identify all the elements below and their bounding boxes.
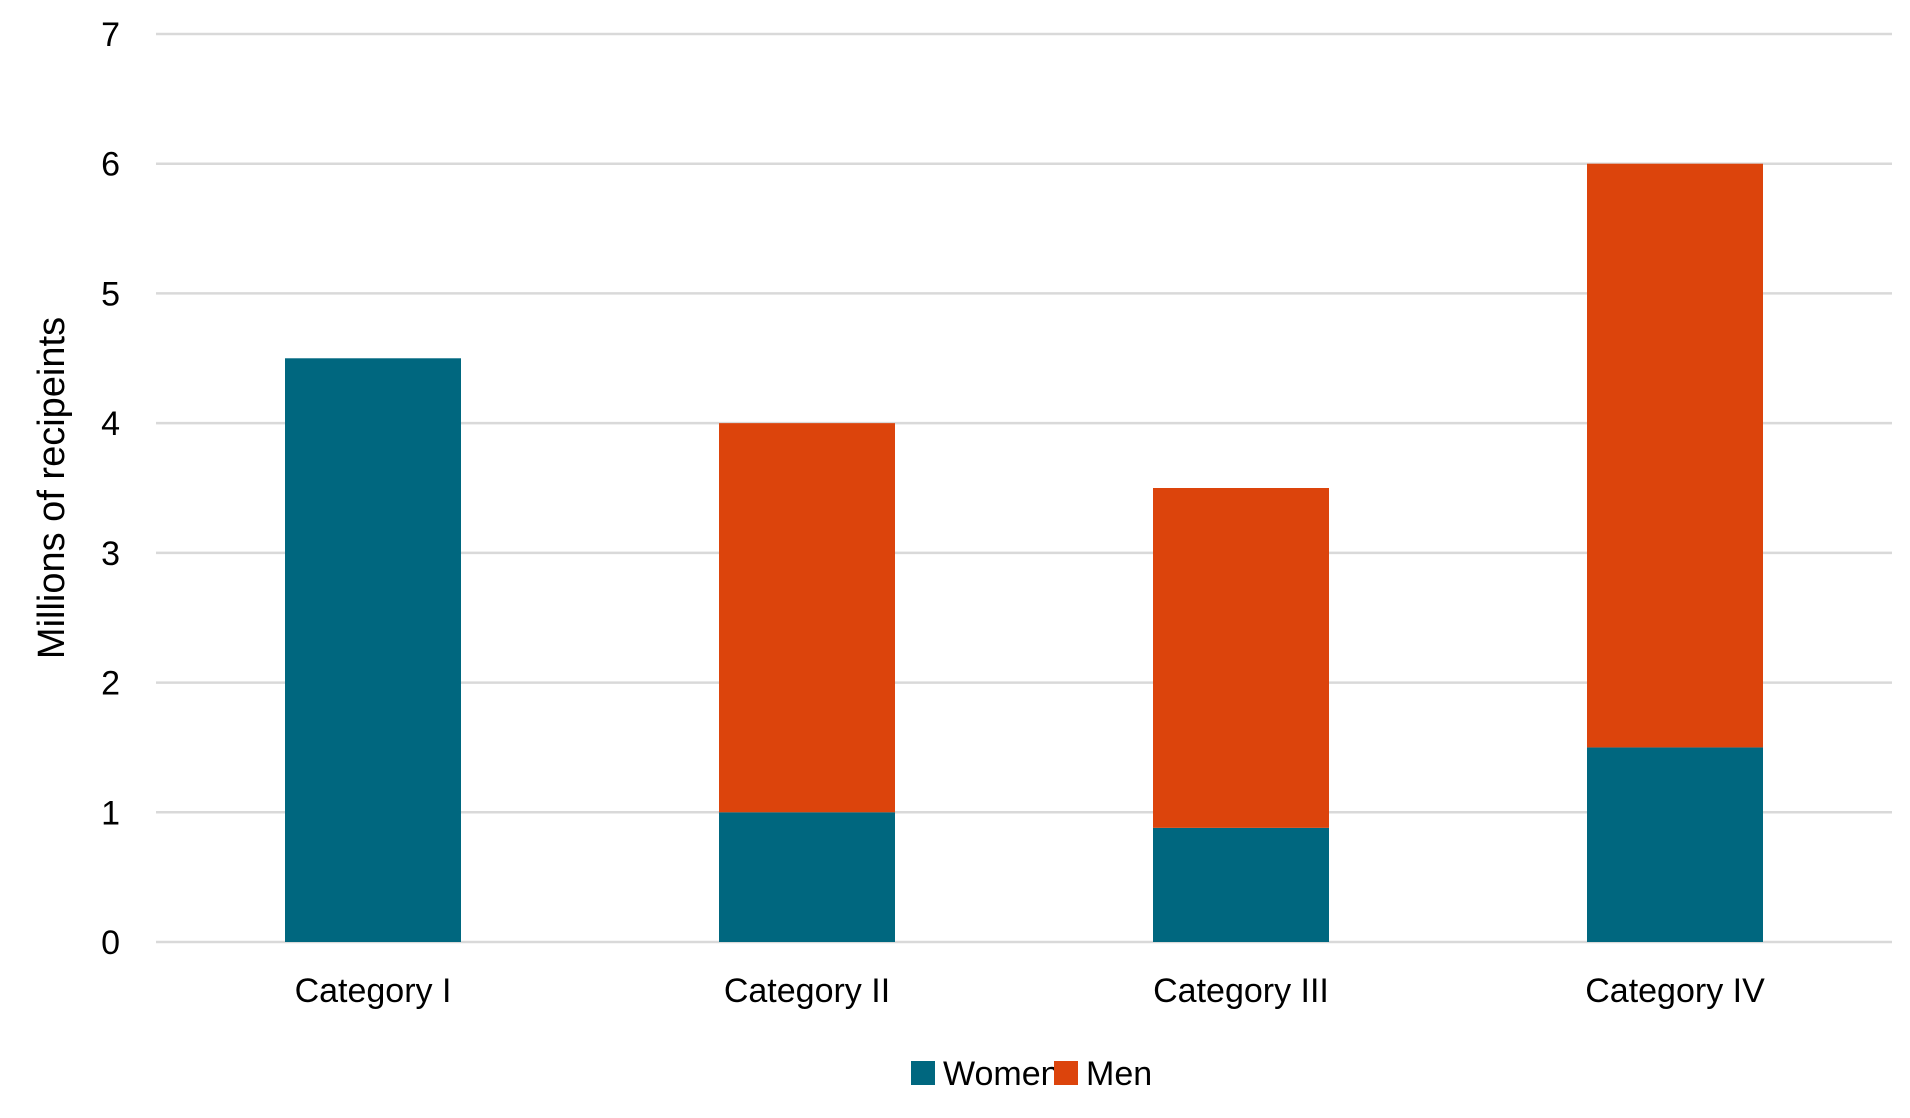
y-axis-title: Millions of recipeints [31,317,73,659]
legend-label-men: Men [1086,1055,1152,1093]
bars [285,163,1763,942]
bar-women-4 [1587,747,1763,942]
legend-swatch-men [1054,1061,1078,1085]
bar-women-2 [719,812,895,942]
bar-women-3 [1153,827,1329,942]
legend: Women Men [911,1055,1152,1093]
bar-men-3 [1153,488,1329,828]
bar-men-4 [1587,163,1763,748]
bar-women-1 [285,358,461,942]
y-tick-label-6: 6 [101,146,120,184]
y-tick-label-5: 5 [101,275,120,313]
y-axis-ticks: 0 1 2 3 4 5 6 7 [101,16,120,962]
y-tick-label-4: 4 [101,405,120,443]
x-tick-label-1: Category I [295,972,452,1010]
x-tick-label-4: Category IV [1585,972,1765,1010]
y-tick-label-3: 3 [101,535,120,573]
legend-swatch-women [911,1061,935,1085]
y-tick-label-7: 7 [101,16,120,54]
x-tick-label-3: Category III [1153,972,1329,1010]
y-tick-label-1: 1 [101,794,120,832]
x-axis-labels: Category I Category II Category III Categor… [295,972,1766,1010]
legend-label-women: Women [943,1055,1060,1093]
bar-men-2 [719,423,895,813]
y-tick-label-0: 0 [101,924,120,962]
x-tick-label-2: Category II [724,972,890,1010]
y-tick-label-2: 2 [101,665,120,703]
